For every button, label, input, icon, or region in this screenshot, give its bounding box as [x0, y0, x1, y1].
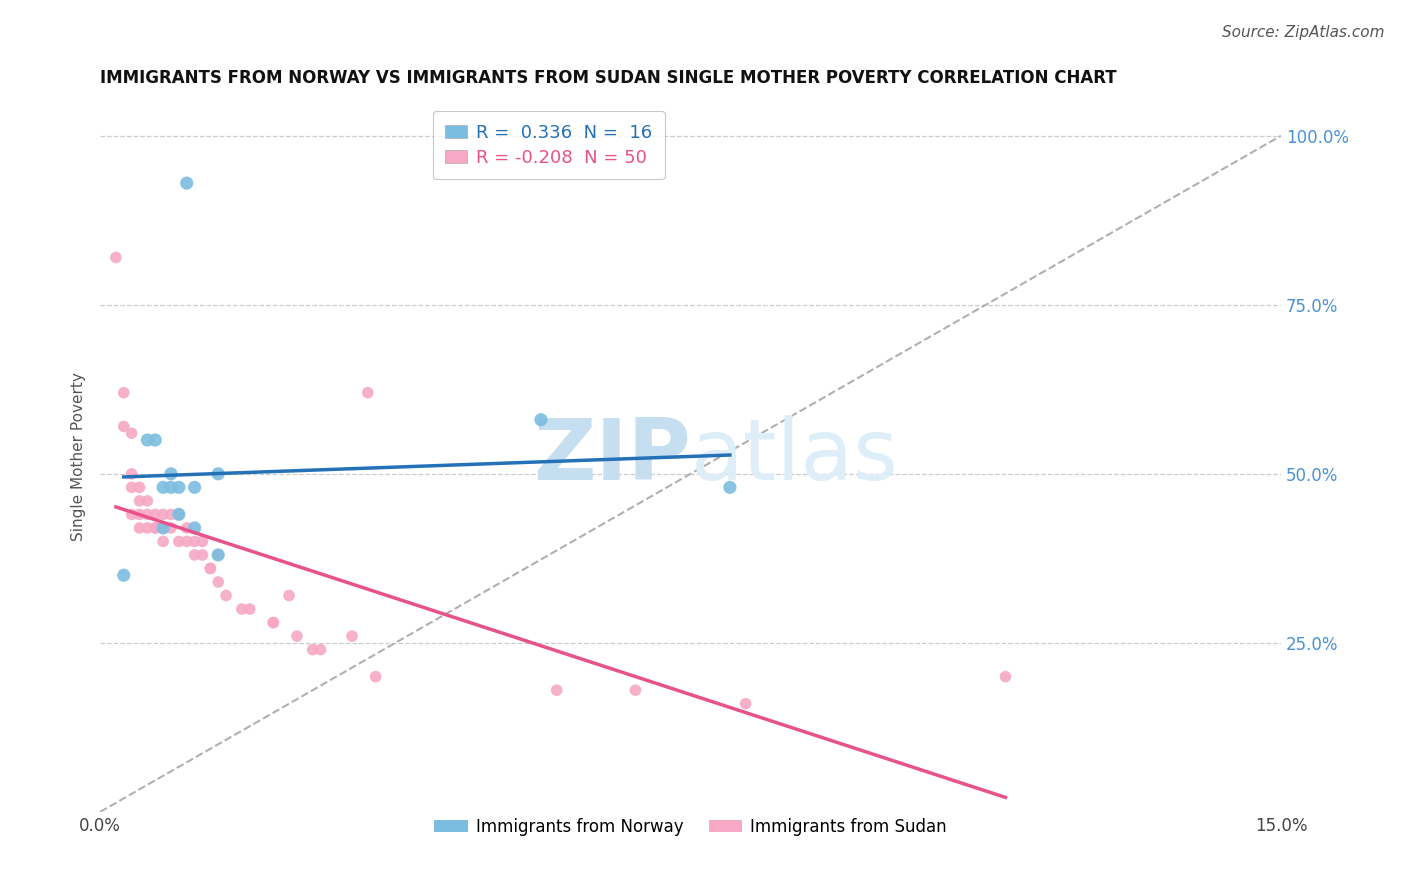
- Point: [160, 467, 183, 481]
- Point: [718, 480, 741, 494]
- Point: [136, 494, 159, 508]
- Point: [191, 548, 214, 562]
- Point: [167, 480, 190, 494]
- Text: atlas: atlas: [690, 416, 898, 499]
- Point: [278, 589, 301, 603]
- Text: ZIP: ZIP: [533, 416, 690, 499]
- Point: [152, 508, 174, 522]
- Point: [160, 480, 183, 494]
- Point: [160, 508, 183, 522]
- Point: [136, 433, 159, 447]
- Point: [530, 413, 553, 427]
- Point: [176, 521, 198, 535]
- Point: [207, 467, 229, 481]
- Point: [160, 521, 183, 535]
- Point: [309, 642, 332, 657]
- Point: [143, 521, 166, 535]
- Point: [112, 419, 135, 434]
- Point: [546, 683, 568, 698]
- Point: [340, 629, 363, 643]
- Point: [112, 568, 135, 582]
- Point: [207, 548, 229, 562]
- Point: [121, 467, 143, 481]
- Y-axis label: Single Mother Poverty: Single Mother Poverty: [72, 373, 86, 541]
- Point: [183, 548, 205, 562]
- Point: [136, 521, 159, 535]
- Point: [200, 561, 222, 575]
- Point: [734, 697, 756, 711]
- Point: [357, 385, 380, 400]
- Point: [231, 602, 253, 616]
- Point: [121, 480, 143, 494]
- Point: [207, 574, 229, 589]
- Point: [167, 508, 190, 522]
- Point: [191, 534, 214, 549]
- Point: [121, 426, 143, 441]
- Point: [167, 534, 190, 549]
- Point: [994, 670, 1017, 684]
- Point: [262, 615, 284, 630]
- Legend: Immigrants from Norway, Immigrants from Sudan: Immigrants from Norway, Immigrants from …: [427, 811, 953, 843]
- Point: [183, 480, 205, 494]
- Point: [143, 521, 166, 535]
- Point: [128, 494, 150, 508]
- Point: [285, 629, 308, 643]
- Point: [128, 508, 150, 522]
- Point: [183, 534, 205, 549]
- Point: [239, 602, 262, 616]
- Point: [136, 508, 159, 522]
- Point: [207, 548, 229, 562]
- Point: [364, 670, 387, 684]
- Point: [143, 433, 166, 447]
- Point: [176, 534, 198, 549]
- Point: [128, 521, 150, 535]
- Point: [128, 480, 150, 494]
- Point: [152, 521, 174, 535]
- Point: [152, 534, 174, 549]
- Point: [104, 251, 127, 265]
- Point: [143, 508, 166, 522]
- Point: [215, 589, 238, 603]
- Text: IMMIGRANTS FROM NORWAY VS IMMIGRANTS FROM SUDAN SINGLE MOTHER POVERTY CORRELATIO: IMMIGRANTS FROM NORWAY VS IMMIGRANTS FRO…: [100, 69, 1116, 87]
- Point: [167, 508, 190, 522]
- Point: [152, 521, 174, 535]
- Point: [262, 615, 284, 630]
- Point: [301, 642, 323, 657]
- Point: [112, 385, 135, 400]
- Text: Source: ZipAtlas.com: Source: ZipAtlas.com: [1222, 25, 1385, 40]
- Point: [176, 176, 198, 190]
- Point: [624, 683, 647, 698]
- Point: [183, 521, 205, 535]
- Point: [152, 480, 174, 494]
- Point: [121, 508, 143, 522]
- Point: [200, 561, 222, 575]
